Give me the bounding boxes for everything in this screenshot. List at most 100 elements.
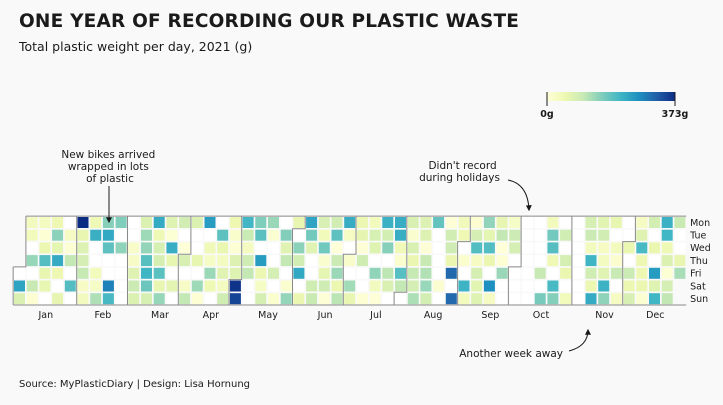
day-cell <box>128 267 140 279</box>
day-cell <box>268 229 279 241</box>
weekday-label: Tue <box>689 231 706 242</box>
day-cell <box>458 255 470 267</box>
day-cell <box>458 242 470 254</box>
day-cell <box>483 267 495 279</box>
day-cell <box>255 267 267 279</box>
day-cell <box>64 255 76 267</box>
source-credit: Source: MyPlasticDiary | Design: Lisa Ho… <box>19 379 251 390</box>
day-cell <box>229 242 241 254</box>
day-cell <box>407 229 419 241</box>
day-cell <box>420 293 432 305</box>
day-cell <box>560 242 572 254</box>
day-cell <box>522 242 533 254</box>
day-cell <box>141 255 152 267</box>
day-cell <box>534 280 546 292</box>
annotation-holidays-text: Didn't record during holidays <box>419 160 500 184</box>
day-cell <box>318 255 330 267</box>
day-cell <box>420 280 432 292</box>
day-cell <box>356 267 368 279</box>
day-cell <box>623 280 635 292</box>
day-cell <box>382 293 394 305</box>
day-cell <box>496 267 508 279</box>
day-cell <box>318 229 330 241</box>
day-cell <box>369 280 381 292</box>
day-cell <box>293 293 305 305</box>
day-cell <box>496 280 508 292</box>
legend-max-label: 373g <box>662 109 689 120</box>
day-cell <box>344 242 356 254</box>
day-cell <box>217 280 229 292</box>
day-cell <box>242 242 254 254</box>
day-cell <box>471 267 483 279</box>
annotation-week-away-arrow <box>568 328 591 352</box>
day-cell <box>585 217 597 228</box>
day-cell <box>26 267 38 279</box>
day-cell <box>255 217 267 228</box>
day-cell <box>191 217 203 228</box>
day-cell <box>623 229 635 241</box>
annotation-holidays-arrow <box>507 179 532 212</box>
day-cell <box>331 229 343 241</box>
day-cell <box>547 280 559 292</box>
day-cell <box>636 293 648 305</box>
day-cell <box>280 293 292 305</box>
day-cell <box>102 242 114 254</box>
day-cell <box>268 217 279 228</box>
day-cell <box>318 217 330 228</box>
day-cell <box>598 293 610 305</box>
day-cell <box>610 217 622 228</box>
day-cell <box>229 267 241 279</box>
day-cell <box>598 242 610 254</box>
day-cell <box>471 293 483 305</box>
day-cell <box>598 255 610 267</box>
day-cell <box>141 293 152 305</box>
day-cell <box>636 267 648 279</box>
day-cell <box>268 280 279 292</box>
day-cell <box>268 267 279 279</box>
day-cell <box>39 280 51 292</box>
day-cell <box>623 242 635 254</box>
day-cell <box>560 255 572 267</box>
day-cell <box>204 293 216 305</box>
day-cell <box>534 255 546 267</box>
day-cell <box>407 217 419 228</box>
day-cell <box>572 267 584 279</box>
day-cell <box>255 293 267 305</box>
day-cell <box>534 242 546 254</box>
day-cell <box>90 229 102 241</box>
day-cell <box>64 229 76 241</box>
day-cell <box>179 267 191 279</box>
day-cell <box>433 229 445 241</box>
day-cell <box>242 217 254 228</box>
day-cell <box>26 293 38 305</box>
day-cell <box>318 267 330 279</box>
day-cell <box>102 267 114 279</box>
day-cell <box>77 242 89 254</box>
day-cell <box>356 229 368 241</box>
day-cell <box>229 229 241 241</box>
day-cell <box>547 255 559 267</box>
day-cell <box>382 255 394 267</box>
day-cell <box>649 280 660 292</box>
day-cell <box>509 217 521 228</box>
day-cell <box>306 217 318 228</box>
day-cell <box>102 255 114 267</box>
annotation-bikes: New bikes arrived wrapped in lots of pla… <box>61 149 155 224</box>
day-cell <box>318 280 330 292</box>
day-cell <box>547 242 559 254</box>
day-cell <box>483 242 495 254</box>
month-label: Aug <box>424 310 443 321</box>
annotation-bikes-line: wrapped in lots <box>68 161 149 173</box>
day-cell <box>369 217 381 228</box>
day-cell <box>356 255 368 267</box>
heatmap-cells <box>14 217 686 305</box>
day-cell <box>636 242 648 254</box>
day-cell <box>217 217 229 228</box>
day-cell <box>356 242 368 254</box>
day-cell <box>610 255 622 267</box>
day-cell <box>128 229 140 241</box>
day-cell <box>26 229 38 241</box>
day-cell <box>52 267 64 279</box>
day-cell <box>623 217 635 228</box>
